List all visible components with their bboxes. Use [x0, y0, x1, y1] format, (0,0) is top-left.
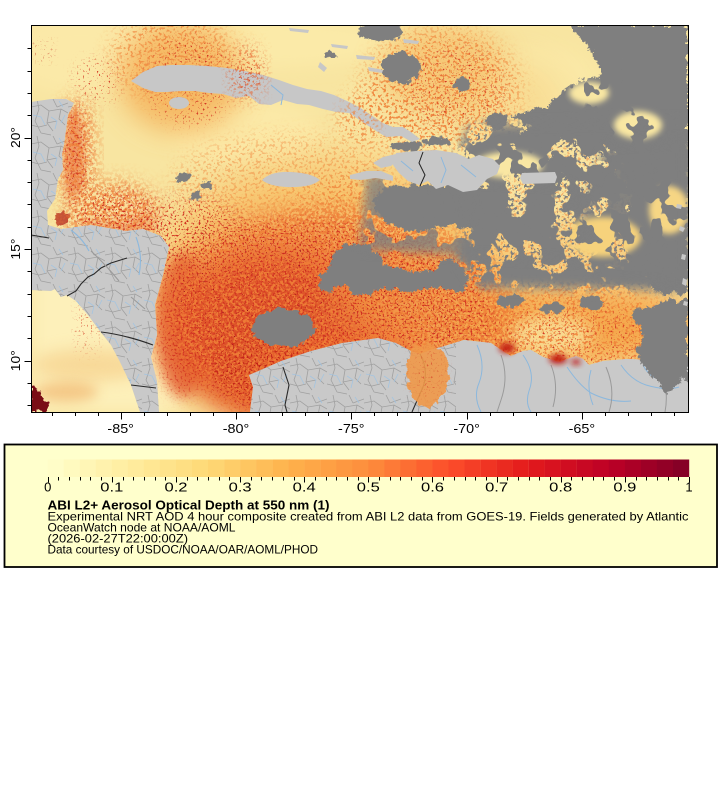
svg-text:10°: 10°	[8, 350, 23, 371]
svg-text:0.2: 0.2	[165, 480, 188, 495]
svg-text:-65°: -65°	[569, 421, 596, 436]
svg-text:Data courtesy of USDOC/NOAA/OA: Data courtesy of USDOC/NOAA/OAR/AOML/PHO…	[48, 543, 319, 557]
svg-text:15°: 15°	[8, 239, 23, 260]
svg-text:0.6: 0.6	[421, 480, 444, 495]
svg-text:0.9: 0.9	[613, 480, 636, 495]
svg-text:0: 0	[44, 480, 51, 495]
svg-text:Experimental NRT AOD 4 hour co: Experimental NRT AOD 4 hour composite cr…	[48, 510, 689, 524]
svg-text:-70°: -70°	[453, 421, 480, 436]
svg-text:0.1: 0.1	[100, 480, 123, 495]
svg-text:OceanWatch node at NOAA/AOML: OceanWatch node at NOAA/AOML	[48, 521, 236, 535]
svg-text:0.8: 0.8	[549, 480, 572, 495]
svg-text:-80°: -80°	[223, 421, 250, 436]
svg-text:(2026-02-27T22:00:00Z): (2026-02-27T22:00:00Z)	[48, 532, 189, 546]
svg-text:-75°: -75°	[338, 421, 365, 436]
svg-text:ABI L2+ Aerosol Optical Depth: ABI L2+ Aerosol Optical Depth at 550 nm …	[48, 498, 330, 513]
svg-text:0.5: 0.5	[357, 480, 380, 495]
svg-text:0.7: 0.7	[485, 480, 508, 495]
svg-text:20°: 20°	[8, 127, 23, 148]
svg-text:0.4: 0.4	[293, 480, 316, 495]
svg-text:-85°: -85°	[107, 421, 134, 436]
svg-text:1: 1	[685, 480, 692, 495]
svg-text:0.3: 0.3	[229, 480, 252, 495]
